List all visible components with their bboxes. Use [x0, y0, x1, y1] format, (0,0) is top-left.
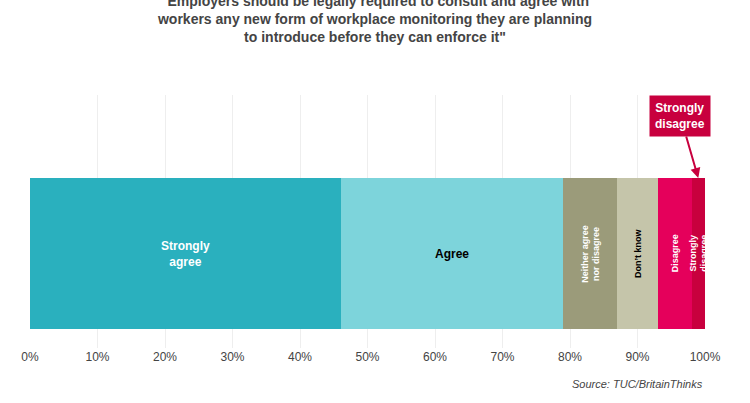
svg-text:Stronglydisagree: Stronglydisagree — [655, 101, 705, 131]
svg-text:40%: 40% — [288, 350, 312, 364]
svg-text:30%: 30% — [220, 350, 244, 364]
svg-text:Stronglydisagree: Stronglydisagree — [688, 235, 710, 272]
svg-text:80%: 80% — [558, 350, 582, 364]
svg-text:50%: 50% — [355, 350, 379, 364]
svg-text:"Employers should be legally r: "Employers should be legally required to… — [157, 0, 592, 45]
svg-text:90%: 90% — [625, 350, 649, 364]
svg-text:Stronglyagree: Stronglyagree — [161, 239, 210, 269]
svg-text:70%: 70% — [490, 350, 514, 364]
svg-text:60%: 60% — [423, 350, 447, 364]
svg-text:0%: 0% — [21, 350, 39, 364]
svg-text:Disagree: Disagree — [670, 234, 680, 272]
svg-text:Don’t know: Don’t know — [633, 229, 643, 278]
svg-text:20%: 20% — [153, 350, 177, 364]
svg-text:Neither agreenor disagree: Neither agreenor disagree — [580, 225, 602, 283]
svg-text:Agree: Agree — [435, 247, 469, 261]
svg-text:Source: TUC/BritainThinks: Source: TUC/BritainThinks — [572, 378, 703, 390]
svg-text:10%: 10% — [85, 350, 109, 364]
svg-text:100%: 100% — [690, 350, 721, 364]
